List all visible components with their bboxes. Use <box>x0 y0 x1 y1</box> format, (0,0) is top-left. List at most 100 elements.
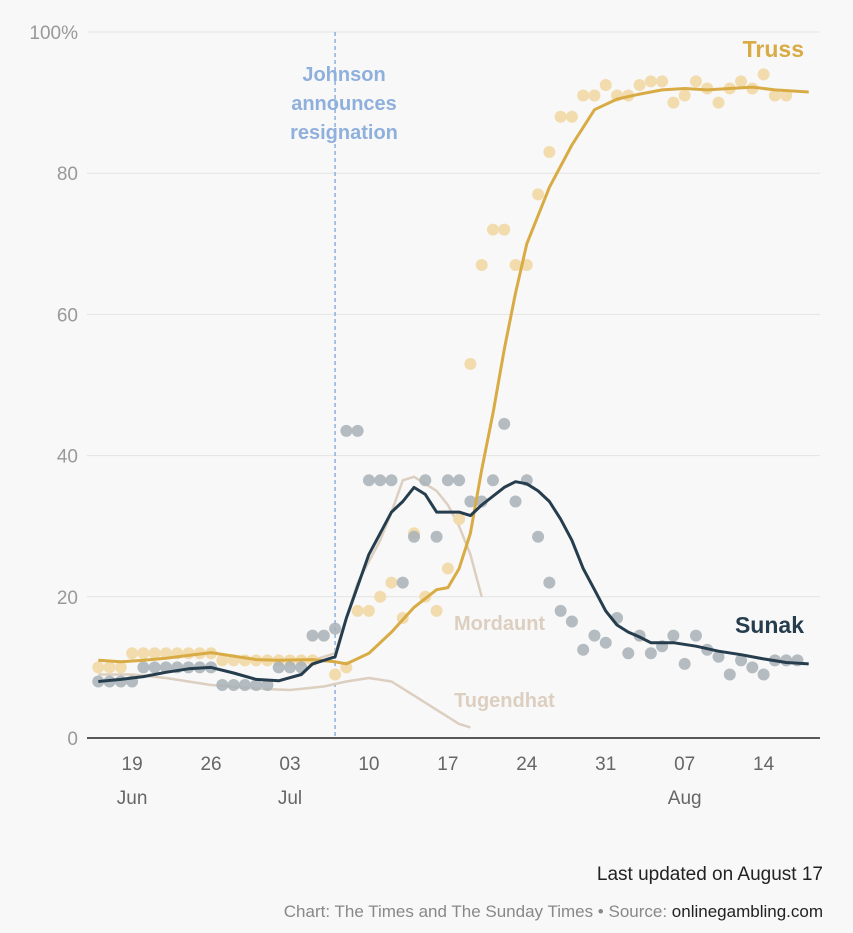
sunak-point <box>543 576 556 589</box>
truss-point <box>114 661 127 674</box>
truss-point <box>475 258 488 271</box>
credit-text: Chart: The Times and The Sunday Times • … <box>283 902 672 921</box>
label-mordaunt: Mordaunt <box>454 613 545 635</box>
y-axis: 0 20 40 60 80 100% <box>29 23 78 750</box>
truss-point <box>678 89 691 102</box>
sunak-point <box>588 629 601 642</box>
truss-point <box>689 75 702 88</box>
y-tick-label: 100% <box>29 23 78 44</box>
sunak-point <box>565 615 578 628</box>
truss-point <box>498 223 511 236</box>
sunak-point <box>396 576 409 589</box>
sunak-point <box>746 661 759 674</box>
johnson-annotation: Johnson announces resignation <box>290 32 398 738</box>
annotation-text: announces <box>291 93 397 115</box>
series-line-truss <box>98 85 809 666</box>
x-axis: 19 26 03 10 17 24 31 07 14 Jun Jul Aug <box>117 754 775 809</box>
sunak-point <box>272 661 285 674</box>
sunak-point <box>329 622 342 635</box>
sunak-point <box>577 643 590 656</box>
annotation-text: Johnson <box>302 64 385 86</box>
sunak-point <box>374 474 387 487</box>
truss-point <box>430 604 443 617</box>
sunak-point <box>362 474 375 487</box>
x-month-label: Aug <box>668 788 702 809</box>
y-tick-label: 20 <box>57 588 78 609</box>
x-tick-label: 24 <box>516 754 538 775</box>
y-tick-label: 80 <box>57 164 78 185</box>
truss-point <box>667 96 680 109</box>
x-tick-label: 31 <box>595 754 616 775</box>
series-group <box>92 68 809 729</box>
y-tick-label: 40 <box>57 447 78 468</box>
chart-area: 0 20 40 60 80 100% 19 26 03 10 17 24 31 07 14 Jun Jul Au… <box>29 23 820 809</box>
sunak-point <box>689 629 702 642</box>
x-month-label: Jul <box>278 788 302 809</box>
sunak-point <box>238 679 251 692</box>
truss-point <box>137 647 150 660</box>
sunak-point <box>216 679 229 692</box>
truss-point <box>599 78 612 91</box>
sunak-point <box>227 679 240 692</box>
label-sunak: Sunak <box>735 612 804 638</box>
truss-point <box>362 604 375 617</box>
x-tick-label: 19 <box>122 754 143 775</box>
truss-point <box>103 661 116 674</box>
source-link[interactable]: onlinegambling.com <box>671 902 823 921</box>
sunak-point <box>250 679 263 692</box>
truss-point <box>159 647 172 660</box>
truss-point <box>565 110 578 123</box>
truss-point <box>543 146 556 159</box>
truss-point <box>633 78 646 91</box>
sunak-point <box>408 530 421 543</box>
x-tick-label: 14 <box>753 754 775 775</box>
gridlines <box>87 31 820 598</box>
last-updated: Last updated on August 17 <box>596 864 823 885</box>
truss-point <box>126 647 139 660</box>
x-tick-label: 17 <box>437 754 458 775</box>
x-tick-label: 26 <box>200 754 221 775</box>
sunak-point <box>283 661 296 674</box>
sunak-point <box>351 424 364 437</box>
truss-point <box>644 75 657 88</box>
sunak-point <box>261 679 274 692</box>
x-tick-label: 03 <box>279 754 300 775</box>
sunak-point <box>92 675 105 688</box>
truss-point <box>453 513 466 526</box>
truss-point <box>509 258 522 271</box>
sunak-point <box>509 495 522 508</box>
sunak-point <box>419 474 432 487</box>
sunak-point <box>114 675 127 688</box>
sunak-point <box>486 474 499 487</box>
y-tick-label: 60 <box>57 305 78 326</box>
x-tick-label: 07 <box>674 754 695 775</box>
truss-point <box>780 89 793 102</box>
sunak-point <box>667 629 680 642</box>
sunak-point <box>723 668 736 681</box>
truss-point <box>351 604 364 617</box>
truss-point <box>182 647 195 660</box>
sunak-point <box>306 629 319 642</box>
sunak-point <box>735 654 748 667</box>
truss-point <box>588 89 601 102</box>
x-month-label: Jun <box>117 788 148 809</box>
sunak-point <box>385 474 398 487</box>
series-line-tugendhat <box>98 673 471 729</box>
truss-point <box>148 647 161 660</box>
truss-point <box>577 89 590 102</box>
sunak-point <box>644 647 657 660</box>
sunak-point <box>441 474 454 487</box>
truss-point <box>735 75 748 88</box>
sunak-point <box>712 650 725 663</box>
annotation-text: resignation <box>290 122 398 144</box>
sunak-point <box>137 661 150 674</box>
sunak-point <box>317 629 330 642</box>
truss-point <box>532 188 545 201</box>
truss-point <box>768 89 781 102</box>
sunak-point <box>554 604 567 617</box>
sunak-point <box>757 668 770 681</box>
sunak-point <box>464 495 477 508</box>
chart-credit: Chart: The Times and The Sunday Times • … <box>284 902 823 922</box>
y-tick-label: 0 <box>67 729 78 750</box>
label-truss: Truss <box>743 36 804 62</box>
